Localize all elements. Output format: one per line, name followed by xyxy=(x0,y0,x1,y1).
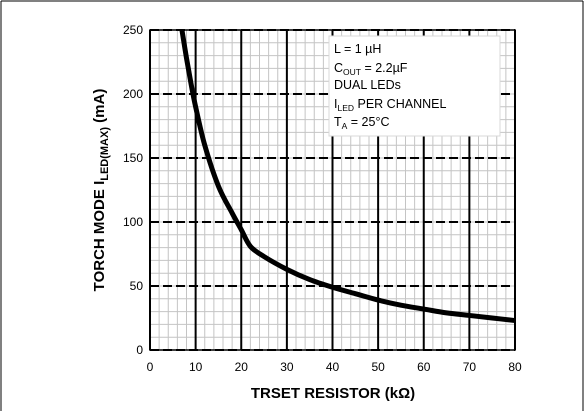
tick-labels: 0 10 20 30 40 50 60 70 80 0 50 100 150 200 250 xyxy=(123,23,522,374)
x-tick-label: 50 xyxy=(371,360,385,374)
x-tick-label: 30 xyxy=(280,360,294,374)
annotation-line-2: COUT = 2.2µF xyxy=(334,61,408,77)
x-tick-label: 40 xyxy=(326,360,340,374)
plot-border xyxy=(149,29,516,351)
x-axis-title: TRSET RESISTOR (kΩ) xyxy=(251,385,415,402)
y-axis-title: TORCH MODE ILED(MAX) (mA) xyxy=(91,89,111,292)
y-axis-title-main: TORCH MODE I xyxy=(91,181,108,292)
y-axis-title-unit: (mA) xyxy=(91,89,108,127)
x-tick-label: 10 xyxy=(189,360,203,374)
annotation-line-4: ILED PER CHANNEL xyxy=(334,97,446,113)
x-tick-label: 60 xyxy=(417,360,431,374)
annotation-background xyxy=(328,35,501,137)
y-tick-label: 50 xyxy=(130,279,144,293)
annotation-line-1: L = 1 µH xyxy=(334,42,381,56)
y-tick-label: 150 xyxy=(123,151,143,165)
x-tick-label: 70 xyxy=(463,360,477,374)
x-tick-label: 0 xyxy=(147,360,154,374)
y-tick-label: 250 xyxy=(123,23,143,37)
y-tick-label: 100 xyxy=(123,215,143,229)
y-tick-label: 200 xyxy=(123,87,143,101)
x-tick-label: 20 xyxy=(235,360,249,374)
annotation-line-5: TA = 25°C xyxy=(334,115,390,131)
annotation-box: L = 1 µH COUT = 2.2µF DUAL LEDs ILED PER… xyxy=(328,35,501,137)
y-axis-title-sub: LED(MAX) xyxy=(99,127,111,181)
y-tick-label: 0 xyxy=(136,343,143,357)
series-layer xyxy=(179,29,516,324)
series-line xyxy=(179,29,516,324)
x-tick-label: 80 xyxy=(508,360,522,374)
annotation-line-3: DUAL LEDs xyxy=(334,78,401,92)
